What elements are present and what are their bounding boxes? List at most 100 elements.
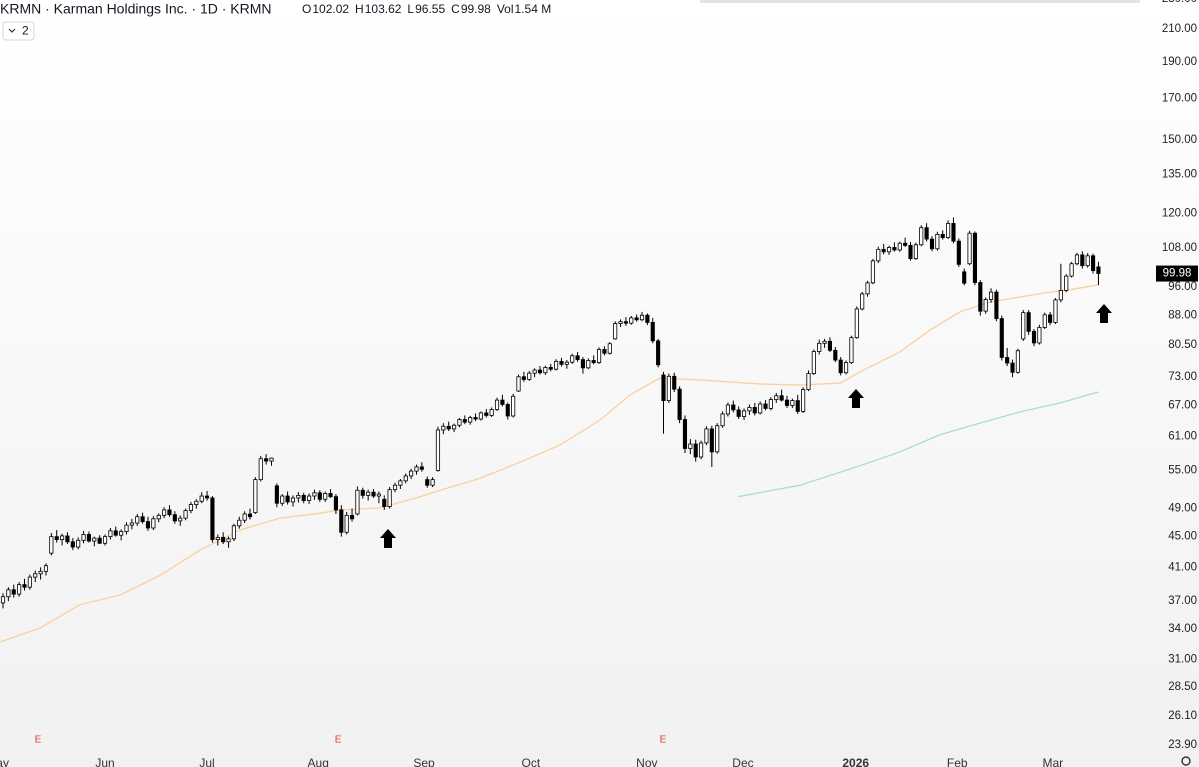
candle-body	[849, 337, 854, 364]
candle-body	[1005, 357, 1010, 364]
candle-body	[221, 536, 226, 543]
indicator-toggle[interactable]	[2, 21, 35, 41]
candle-body	[554, 360, 559, 370]
candle-body	[1085, 255, 1090, 267]
legend-value: 99.98	[461, 2, 491, 16]
candle-body	[494, 399, 500, 410]
candle-body	[274, 485, 279, 504]
candle-body	[387, 489, 392, 507]
candle-body	[113, 530, 118, 536]
y-tick-label: 96.00	[1168, 281, 1197, 293]
candle-body	[0, 596, 6, 604]
candle-body	[795, 400, 800, 412]
candle-body	[102, 536, 108, 544]
candle-body	[806, 373, 811, 391]
candle-body	[736, 409, 741, 417]
candle-body	[951, 223, 956, 242]
candle-body	[709, 428, 714, 453]
settings-icon[interactable]	[1181, 756, 1191, 766]
candle-body	[543, 367, 548, 374]
candle-body	[301, 494, 306, 501]
candle-body	[1096, 266, 1101, 274]
candle-body	[382, 498, 387, 507]
candle-body	[54, 536, 59, 540]
legend-label: L	[407, 2, 414, 16]
candle-body	[188, 504, 194, 511]
y-tick-label: 67.00	[1168, 399, 1197, 411]
candle-body	[693, 443, 698, 458]
legend-value: 96.55	[415, 2, 445, 16]
candle-body	[1048, 314, 1053, 323]
candle-body	[586, 360, 591, 369]
candle-body	[908, 244, 913, 260]
candle-body	[204, 495, 210, 499]
arrow-annotation	[848, 389, 864, 408]
y-tick-label: 170.00	[1162, 93, 1197, 105]
y-tick-label: 49.00	[1168, 503, 1197, 515]
candle-body	[677, 388, 682, 420]
y-tick-label: 150.00	[1162, 134, 1197, 146]
candle-body	[537, 369, 543, 374]
candle-body	[903, 242, 908, 246]
y-tick-label: 28.50	[1168, 681, 1197, 693]
legend-value: 103.62	[365, 2, 402, 16]
candle-body	[419, 466, 424, 470]
candle-body	[650, 322, 655, 342]
y-tick-label: 88.00	[1168, 310, 1197, 322]
candle-body	[596, 349, 602, 364]
x-tick-label: May	[0, 756, 9, 767]
candle-body	[532, 369, 537, 374]
candle-body	[1037, 327, 1042, 344]
candle-body	[758, 403, 763, 414]
earnings-marker: E	[660, 735, 667, 746]
candle-body	[290, 497, 296, 503]
candle-body	[672, 375, 677, 390]
candle-body	[1031, 330, 1037, 344]
candle-body	[124, 524, 129, 532]
candle-body	[226, 538, 231, 543]
candle-body	[6, 589, 11, 598]
candle-body	[430, 479, 435, 486]
candle-body	[774, 395, 779, 401]
candle-body	[285, 495, 290, 503]
candle-body	[822, 340, 827, 344]
candle-body	[623, 321, 628, 324]
candle-body	[682, 419, 688, 449]
candle-body	[661, 374, 666, 401]
candle-body	[639, 314, 645, 321]
candle-body	[371, 491, 376, 497]
candle-body	[253, 479, 258, 514]
y-tick-label: 80.50	[1168, 339, 1197, 351]
candle-body	[366, 491, 371, 496]
candle-body	[607, 343, 612, 354]
moving-average-line	[0, 284, 1099, 643]
candle-body	[988, 291, 994, 300]
candle-body	[70, 541, 75, 548]
y-tick-label: 135.00	[1162, 169, 1197, 181]
x-tick-label: Feb	[947, 756, 968, 767]
candle-body	[333, 496, 339, 511]
candle-body	[108, 530, 113, 538]
candle-body	[752, 407, 757, 414]
candle-body	[516, 376, 521, 392]
candle-body	[49, 536, 54, 554]
candle-body	[328, 493, 333, 498]
candle-body	[237, 519, 242, 527]
candle-body	[344, 514, 349, 533]
candle-body	[634, 317, 639, 321]
candle-body	[60, 535, 65, 540]
candle-body	[1053, 299, 1058, 323]
candle-body	[946, 223, 951, 239]
candle-body	[119, 531, 124, 536]
ohlc-legend: O 102.02 H 103.62 L 96.55 C 99.98 Vol 1.54 M	[302, 2, 551, 16]
candle-body	[591, 360, 596, 364]
candle-body	[17, 584, 22, 595]
candle-body	[618, 321, 623, 324]
candle-body	[1064, 275, 1069, 291]
arrow-annotation	[1096, 304, 1112, 323]
candle-body	[484, 412, 489, 416]
candle-body	[1021, 312, 1026, 340]
candle-body	[725, 404, 730, 415]
candle-body	[376, 493, 381, 497]
